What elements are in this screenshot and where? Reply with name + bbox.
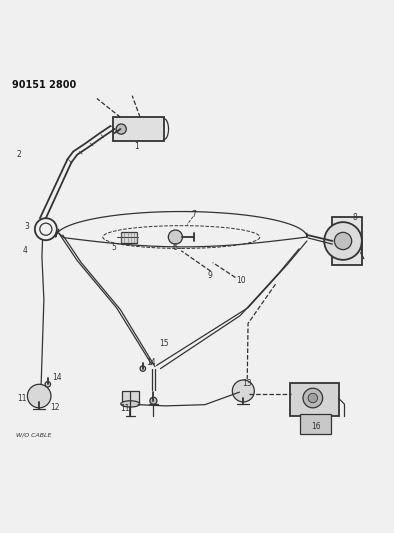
Text: 4: 4 bbox=[23, 246, 28, 255]
Circle shape bbox=[335, 232, 352, 249]
Circle shape bbox=[140, 366, 145, 372]
Text: 14: 14 bbox=[52, 373, 61, 382]
Circle shape bbox=[324, 222, 362, 260]
Text: 15: 15 bbox=[160, 338, 169, 348]
Text: 3: 3 bbox=[24, 222, 29, 231]
Circle shape bbox=[232, 380, 254, 402]
Circle shape bbox=[28, 384, 51, 408]
Text: W/O CABLE: W/O CABLE bbox=[16, 432, 51, 437]
FancyBboxPatch shape bbox=[122, 391, 139, 405]
Circle shape bbox=[303, 388, 323, 408]
Text: 16: 16 bbox=[311, 422, 320, 431]
Circle shape bbox=[308, 393, 318, 403]
Text: 9: 9 bbox=[208, 271, 212, 280]
Ellipse shape bbox=[121, 401, 140, 407]
Text: 5: 5 bbox=[112, 243, 116, 252]
Circle shape bbox=[116, 124, 126, 134]
Circle shape bbox=[150, 397, 157, 405]
Circle shape bbox=[45, 382, 50, 387]
Text: 1: 1 bbox=[134, 142, 139, 151]
FancyBboxPatch shape bbox=[332, 216, 362, 265]
Circle shape bbox=[168, 230, 182, 244]
FancyBboxPatch shape bbox=[121, 231, 138, 243]
FancyBboxPatch shape bbox=[290, 384, 339, 416]
Text: 12: 12 bbox=[50, 402, 59, 411]
Text: 8: 8 bbox=[353, 213, 357, 222]
Text: 7: 7 bbox=[191, 210, 196, 219]
Text: 90151 2800: 90151 2800 bbox=[13, 80, 77, 90]
Text: 11: 11 bbox=[121, 404, 130, 413]
FancyBboxPatch shape bbox=[113, 117, 164, 141]
Text: 2: 2 bbox=[17, 150, 21, 159]
Text: 11: 11 bbox=[17, 393, 27, 402]
Text: 14: 14 bbox=[146, 358, 156, 367]
Text: 10: 10 bbox=[236, 276, 246, 285]
Text: 6: 6 bbox=[173, 243, 178, 252]
FancyBboxPatch shape bbox=[300, 414, 331, 434]
Text: 13: 13 bbox=[242, 379, 252, 388]
